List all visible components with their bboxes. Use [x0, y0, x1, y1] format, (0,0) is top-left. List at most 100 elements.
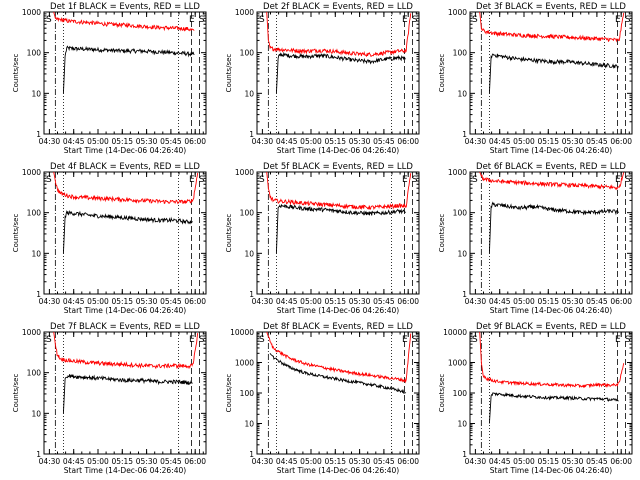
- start-marker-label: S: [46, 15, 52, 25]
- x-tick-label: 04:30: [252, 457, 274, 466]
- y-tick-label: 1: [249, 290, 254, 299]
- y-tick-label: 1: [462, 450, 467, 459]
- x-axis-label: Start Time (14-Dec-06 04:26:40): [277, 146, 399, 155]
- x-tick-label: 05:30: [562, 137, 584, 146]
- y-tick-label: 1000: [448, 359, 467, 368]
- lld-series-line: [479, 11, 625, 43]
- x-axis-label: Start Time (14-Dec-06 04:26:40): [64, 306, 186, 315]
- panel-title: Det 4f BLACK = Events, RED = LLD: [50, 162, 200, 172]
- saa-marker-label: S: [412, 335, 418, 345]
- y-tick-label: 1000: [235, 359, 254, 368]
- y-axis-label: Counts/sec: [438, 214, 446, 253]
- y-axis-label: Counts/sec: [12, 374, 20, 413]
- panel-title: Det 2f BLACK = Events, RED = LLD: [263, 2, 413, 12]
- plot-frame: [469, 11, 633, 135]
- y-tick-label: 1000: [22, 168, 41, 177]
- x-tick-label: 05:15: [537, 137, 559, 146]
- saa-marker-label: S: [412, 175, 418, 185]
- x-tick-label: 04:45: [276, 297, 298, 306]
- x-tick-label: 05:45: [160, 457, 182, 466]
- x-tick-label: 05:45: [373, 297, 395, 306]
- x-tick-label: 06:00: [610, 137, 632, 146]
- panel-title: Det 3f BLACK = Events, RED = LLD: [476, 2, 626, 12]
- events-series-line: [62, 45, 195, 94]
- plot-frame: [43, 171, 207, 295]
- x-tick-label: 05:45: [586, 137, 608, 146]
- x-tick-label: 04:45: [63, 297, 85, 306]
- x-tick-label: 06:00: [184, 297, 206, 306]
- end-marker-label: E: [402, 335, 408, 345]
- plot-frame: [256, 331, 420, 455]
- lld-series-line: [479, 171, 625, 191]
- start-marker-label: S: [46, 335, 52, 345]
- y-tick-label: 1: [36, 450, 41, 459]
- events-series-line: [488, 201, 619, 254]
- x-tick-label: 05:00: [87, 297, 109, 306]
- x-tick-label: 04:30: [465, 457, 487, 466]
- saa-marker-label: S: [625, 175, 631, 185]
- x-tick-label: 05:30: [349, 297, 371, 306]
- start-marker-label: S: [472, 335, 478, 345]
- plot-frame: [256, 11, 420, 135]
- y-axis-label: Counts/sec: [225, 214, 233, 253]
- end-marker-label: E: [189, 175, 195, 185]
- saa-marker-label: S: [199, 15, 205, 25]
- x-tick-label: 05:00: [513, 457, 535, 466]
- panel-det-9: Det 9f BLACK = Events, RED = LLD 1 10 100 10…: [438, 322, 633, 475]
- y-axis-label: Counts/sec: [438, 374, 446, 413]
- y-tick-label: 10: [31, 89, 41, 98]
- x-tick-label: 06:00: [184, 457, 206, 466]
- plot-frame: [256, 171, 420, 295]
- panel-title: Det 8f BLACK = Events, RED = LLD: [263, 322, 413, 332]
- x-tick-label: 04:30: [465, 137, 487, 146]
- plot-frame: [43, 331, 207, 455]
- y-tick-label: 10: [244, 420, 254, 429]
- panel-title: Det 9f BLACK = Events, RED = LLD: [476, 322, 626, 332]
- x-tick-label: 04:45: [489, 457, 511, 466]
- x-tick-label: 05:45: [160, 297, 182, 306]
- x-tick-label: 05:15: [111, 297, 133, 306]
- y-axis-label: Counts/sec: [12, 214, 20, 253]
- x-tick-label: 05:30: [136, 137, 158, 146]
- end-marker-label: E: [189, 335, 195, 345]
- end-marker-label: E: [402, 15, 408, 25]
- x-tick-label: 05:00: [513, 137, 535, 146]
- x-tick-label: 06:00: [397, 457, 419, 466]
- start-marker-label: S: [259, 335, 265, 345]
- x-tick-label: 04:45: [276, 137, 298, 146]
- start-marker-label: S: [259, 175, 265, 185]
- y-tick-label: 1: [36, 130, 41, 139]
- x-tick-label: 05:00: [87, 137, 109, 146]
- x-tick-label: 05:15: [324, 137, 346, 146]
- x-tick-label: 04:30: [39, 297, 61, 306]
- lld-series-line: [266, 11, 412, 58]
- end-marker-label: E: [615, 335, 621, 345]
- x-tick-label: 05:30: [349, 137, 371, 146]
- x-tick-label: 05:00: [87, 457, 109, 466]
- saa-marker-label: S: [625, 15, 631, 25]
- x-axis-label: Start Time (14-Dec-06 04:26:40): [277, 466, 399, 475]
- y-tick-label: 1000: [22, 8, 41, 17]
- y-tick-label: 1000: [235, 8, 254, 17]
- events-series-line: [275, 203, 406, 254]
- panel-det-5: Det 5f BLACK = Events, RED = LLD 1 10 100 10…: [225, 162, 420, 315]
- x-tick-label: 05:45: [160, 137, 182, 146]
- y-axis-label: Counts/sec: [12, 54, 20, 93]
- panel-title: Det 5f BLACK = Events, RED = LLD: [263, 162, 413, 172]
- panel-det-7: Det 7f BLACK = Events, RED = LLD 1 10 100 10…: [12, 322, 207, 475]
- lld-series-line: [53, 171, 199, 205]
- panel-title: Det 1f BLACK = Events, RED = LLD: [50, 2, 200, 12]
- panel-det-6: Det 6f BLACK = Events, RED = LLD 1 10 100 10…: [438, 162, 633, 315]
- panel-det-4: Det 4f BLACK = Events, RED = LLD 1 10 100 10…: [12, 162, 207, 315]
- panel-det-3: Det 3f BLACK = Events, RED = LLD 1 10 100 10…: [438, 2, 633, 155]
- x-tick-label: 05:00: [513, 297, 535, 306]
- y-tick-label: 1: [249, 130, 254, 139]
- saa-marker-label: S: [625, 335, 631, 345]
- x-tick-label: 05:00: [300, 137, 322, 146]
- start-marker-label: S: [472, 15, 478, 25]
- y-tick-label: 10000: [443, 328, 467, 337]
- start-marker-label: S: [259, 15, 265, 25]
- events-series-line: [275, 51, 406, 94]
- x-tick-label: 05:30: [349, 457, 371, 466]
